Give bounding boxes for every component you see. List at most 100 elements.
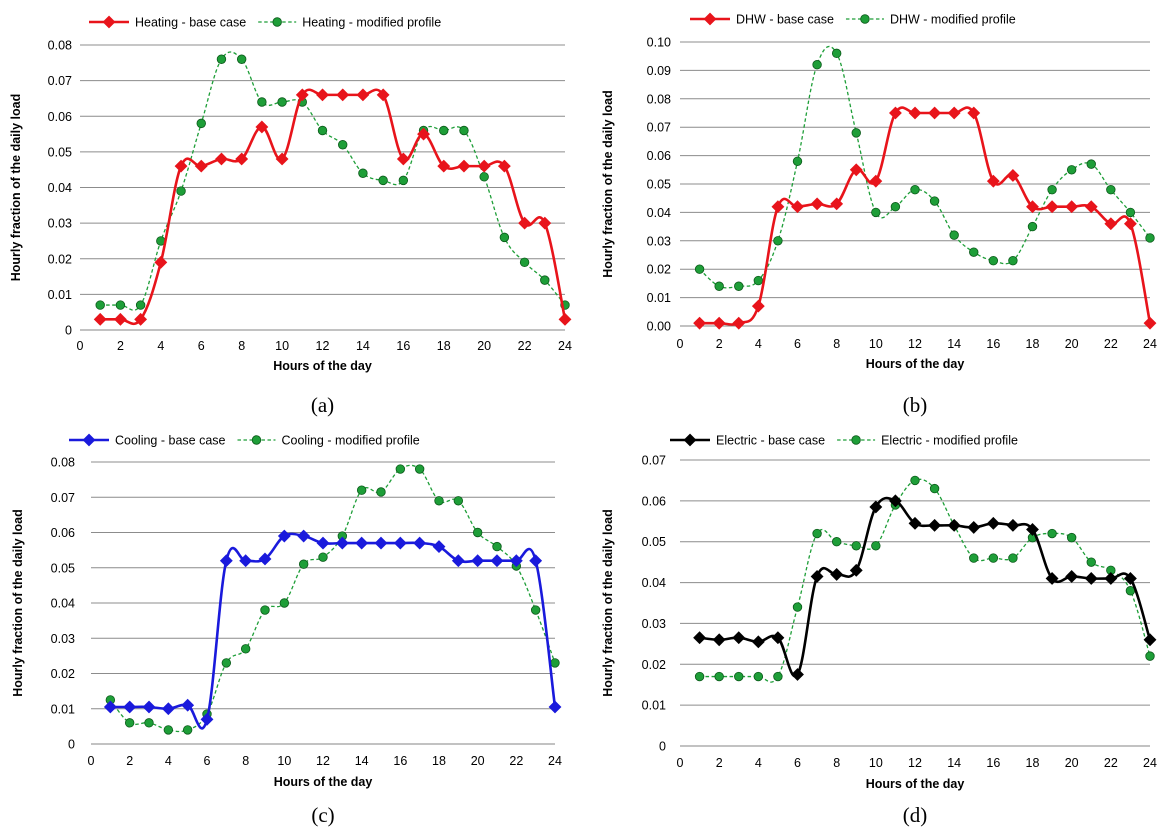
data-point xyxy=(93,312,107,326)
y-tick-label: 0.06 xyxy=(51,526,75,540)
data-point xyxy=(174,159,188,173)
y-tick-label: 0.04 xyxy=(48,181,72,195)
data-point xyxy=(471,554,485,568)
data-point xyxy=(694,264,705,274)
data-point xyxy=(810,570,824,583)
data-point xyxy=(851,541,861,551)
data-point xyxy=(123,700,137,714)
data-point xyxy=(869,174,883,188)
y-tick-label: 0.03 xyxy=(642,617,666,631)
data-point xyxy=(969,247,979,257)
series-line xyxy=(100,88,567,326)
x-tick-label: 22 xyxy=(518,339,532,353)
series-line xyxy=(699,106,1152,326)
data-point xyxy=(279,598,290,608)
data-point xyxy=(929,483,940,494)
series-base-case xyxy=(693,494,1157,681)
series-base-case xyxy=(103,529,562,730)
data-point xyxy=(194,159,208,173)
data-point xyxy=(277,97,287,107)
y-tick-label: 0.04 xyxy=(642,576,666,590)
x-tick-label: 2 xyxy=(117,339,124,353)
legend-marker xyxy=(851,435,861,445)
data-point xyxy=(849,563,863,577)
data-point xyxy=(548,700,562,714)
data-point xyxy=(791,668,804,681)
data-point xyxy=(459,125,469,136)
legend-marker xyxy=(102,15,116,29)
data-point xyxy=(355,536,369,550)
x-tick-label: 20 xyxy=(1065,756,1079,770)
legend-label: Electric - base case xyxy=(716,434,825,448)
data-point xyxy=(1145,651,1155,661)
y-tick-label: 0.05 xyxy=(51,561,75,575)
data-point xyxy=(714,671,724,682)
x-tick-label: 6 xyxy=(794,756,801,770)
y-tick-label: 0 xyxy=(68,738,75,752)
data-point xyxy=(1123,217,1137,231)
data-point xyxy=(693,631,707,645)
data-point xyxy=(888,494,902,508)
x-tick-label: 10 xyxy=(869,756,883,770)
data-point xyxy=(437,159,451,173)
y-tick-label: 0.03 xyxy=(647,234,671,248)
data-point xyxy=(1123,572,1137,585)
data-point xyxy=(316,88,329,102)
panel-label: (b) xyxy=(903,393,928,417)
y-tick-label: 0 xyxy=(65,324,72,338)
chart-panel-3: 00.010.020.030.040.050.060.070.080 2 4 6 8 10… xyxy=(11,434,562,828)
x-tick-label: 12 xyxy=(316,339,330,353)
data-point xyxy=(356,88,370,102)
data-point xyxy=(830,567,844,581)
data-point xyxy=(890,202,901,212)
data-point xyxy=(358,168,368,178)
data-point xyxy=(398,175,409,186)
panel-label: (c) xyxy=(311,803,334,827)
y-tick-label: 0.02 xyxy=(642,658,666,672)
data-point xyxy=(113,312,127,326)
series-line xyxy=(699,45,1151,289)
data-point xyxy=(182,725,193,735)
data-point xyxy=(1065,570,1079,583)
data-point xyxy=(378,175,388,186)
x-axis-title: Hours of the day xyxy=(273,359,372,373)
y-tick-label: 0.01 xyxy=(642,699,666,713)
panel-label: (a) xyxy=(311,393,334,417)
x-tick-label: 4 xyxy=(157,339,164,353)
data-point xyxy=(317,125,328,136)
data-point xyxy=(529,554,543,568)
data-point xyxy=(771,631,785,645)
x-tick-label: 24 xyxy=(548,754,562,768)
legend-marker xyxy=(683,433,697,447)
data-point xyxy=(732,316,746,330)
data-point xyxy=(986,174,1000,188)
legend-label: DHW - base case xyxy=(736,13,834,27)
x-tick-label: 6 xyxy=(198,339,205,353)
x-tick-label: 2 xyxy=(716,756,723,770)
data-point xyxy=(396,152,410,166)
data-point xyxy=(1026,200,1039,214)
x-tick-label: 2 xyxy=(716,337,723,351)
x-tick-label: 20 xyxy=(1065,337,1079,351)
legend: Electric - base case Electric - modified … xyxy=(670,434,1018,448)
data-point xyxy=(221,658,232,668)
data-point xyxy=(414,464,425,474)
y-tick-label: 0.02 xyxy=(51,667,75,681)
x-tick-label: 22 xyxy=(1104,337,1118,351)
y-tick-label: 0 xyxy=(659,740,666,754)
data-point xyxy=(753,671,764,682)
x-axis-title: Hours of the day xyxy=(274,775,373,789)
data-point xyxy=(1106,184,1116,195)
x-tick-label: 20 xyxy=(471,754,485,768)
data-point xyxy=(477,159,491,173)
legend-label: Heating - modified profile xyxy=(302,16,441,30)
x-tick-label: 8 xyxy=(833,756,840,770)
legend: Cooling - base case Cooling - modified pr… xyxy=(69,434,420,448)
y-tick-label: 0.01 xyxy=(647,291,671,305)
y-tick-label: 0.08 xyxy=(51,456,75,470)
data-point xyxy=(490,554,504,568)
series-modified-profile xyxy=(694,45,1155,291)
data-point xyxy=(144,718,154,728)
data-point xyxy=(1045,200,1059,214)
